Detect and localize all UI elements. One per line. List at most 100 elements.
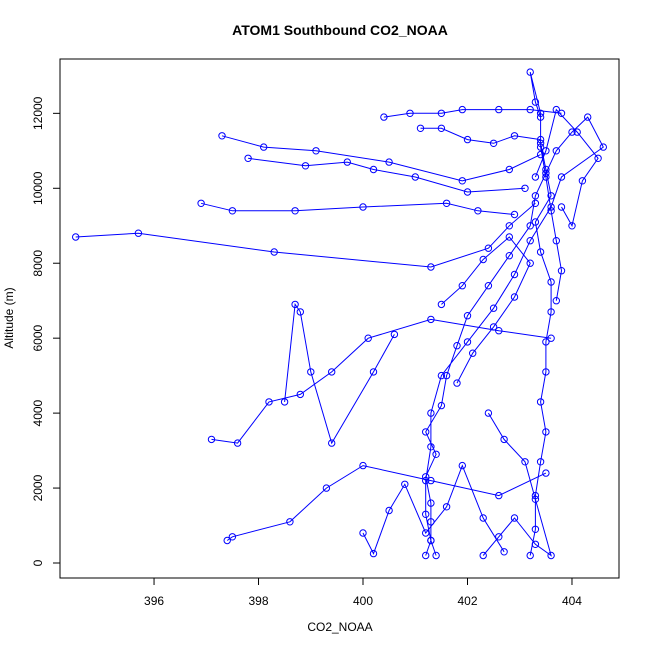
plot-frame bbox=[59, 58, 620, 579]
data-point bbox=[547, 551, 555, 560]
y-tick-label: 6000 bbox=[31, 325, 45, 352]
data-point bbox=[573, 128, 581, 136]
series-line bbox=[482, 412, 552, 557]
data-point bbox=[385, 506, 393, 515]
data-point bbox=[390, 330, 399, 339]
series-line bbox=[425, 116, 604, 556]
series-1 bbox=[422, 113, 607, 560]
data-point bbox=[584, 113, 592, 121]
series-line bbox=[529, 71, 563, 556]
data-point bbox=[599, 143, 607, 151]
data-point bbox=[536, 139, 545, 148]
data-point bbox=[495, 491, 503, 500]
data-point bbox=[536, 135, 545, 144]
series-8 bbox=[223, 461, 550, 545]
data-point bbox=[380, 113, 388, 121]
data-point bbox=[369, 368, 378, 376]
data-point bbox=[526, 222, 534, 230]
data-point bbox=[536, 143, 545, 151]
y-axis: 0 2000 4000 6000 8000 10000 12000 bbox=[31, 96, 60, 566]
data-point bbox=[521, 184, 529, 193]
data-point bbox=[531, 218, 540, 226]
data-point bbox=[542, 428, 550, 436]
data-point bbox=[547, 207, 555, 215]
series-layer bbox=[72, 68, 607, 560]
data-point bbox=[437, 371, 446, 380]
series-12 bbox=[359, 461, 508, 558]
data-point bbox=[542, 165, 550, 174]
data-point bbox=[427, 263, 435, 271]
y-tick-label: 4000 bbox=[31, 399, 45, 426]
data-point bbox=[301, 162, 310, 170]
data-point bbox=[422, 551, 430, 560]
data-point bbox=[547, 308, 555, 316]
data-point bbox=[479, 255, 487, 264]
data-point bbox=[526, 259, 534, 267]
data-point bbox=[458, 461, 466, 470]
data-point bbox=[427, 409, 435, 417]
data-point bbox=[369, 549, 378, 558]
data-point bbox=[270, 248, 278, 256]
data-point bbox=[557, 267, 566, 275]
series-9 bbox=[280, 300, 399, 447]
data-point bbox=[542, 368, 550, 376]
data-point bbox=[228, 207, 237, 215]
data-point bbox=[510, 270, 519, 279]
data-point bbox=[463, 312, 472, 320]
y-tick-label: 10000 bbox=[31, 171, 45, 205]
data-point bbox=[510, 210, 519, 219]
data-point bbox=[536, 458, 545, 466]
series-line bbox=[75, 202, 536, 268]
data-point bbox=[500, 548, 508, 556]
data-point bbox=[385, 158, 393, 166]
data-point bbox=[531, 495, 540, 503]
data-point bbox=[422, 529, 430, 537]
data-point bbox=[359, 461, 367, 470]
data-point bbox=[416, 124, 425, 133]
data-point bbox=[557, 173, 566, 181]
data-point bbox=[526, 551, 534, 560]
data-point bbox=[228, 533, 237, 541]
data-point bbox=[474, 207, 482, 215]
data-point bbox=[458, 177, 466, 185]
data-point bbox=[578, 177, 587, 185]
data-point bbox=[526, 68, 534, 76]
series-2 bbox=[526, 68, 566, 560]
series-3 bbox=[72, 199, 540, 271]
data-point bbox=[510, 293, 519, 301]
series-line bbox=[383, 109, 562, 118]
data-point bbox=[531, 525, 540, 533]
series-line bbox=[248, 157, 526, 193]
data-point bbox=[280, 398, 289, 406]
data-point bbox=[526, 105, 534, 114]
data-point bbox=[265, 398, 273, 406]
data-point bbox=[510, 514, 519, 522]
data-point bbox=[260, 143, 268, 151]
series-line bbox=[362, 464, 505, 555]
data-point bbox=[291, 207, 299, 215]
chart-title: ATOM1 Southbound CO2_NOAA bbox=[232, 22, 448, 38]
y-tick-label: 12000 bbox=[31, 96, 45, 130]
data-point bbox=[542, 338, 550, 346]
data-point bbox=[401, 480, 409, 488]
series-10 bbox=[380, 105, 566, 121]
y-tick-label: 2000 bbox=[31, 474, 45, 501]
data-point bbox=[536, 248, 545, 256]
data-point bbox=[484, 244, 493, 252]
data-point bbox=[432, 551, 440, 560]
data-point bbox=[479, 514, 487, 522]
data-point bbox=[437, 109, 446, 118]
data-point bbox=[286, 518, 294, 526]
data-point bbox=[406, 109, 414, 118]
data-point bbox=[500, 435, 508, 444]
data-point bbox=[427, 443, 435, 451]
data-point bbox=[437, 401, 446, 410]
data-point bbox=[427, 536, 435, 545]
data-point bbox=[547, 278, 555, 286]
data-point bbox=[291, 300, 299, 309]
data-point bbox=[531, 192, 540, 200]
data-point bbox=[72, 233, 80, 241]
data-point bbox=[359, 529, 367, 537]
data-point bbox=[312, 147, 320, 155]
data-point bbox=[453, 342, 461, 350]
